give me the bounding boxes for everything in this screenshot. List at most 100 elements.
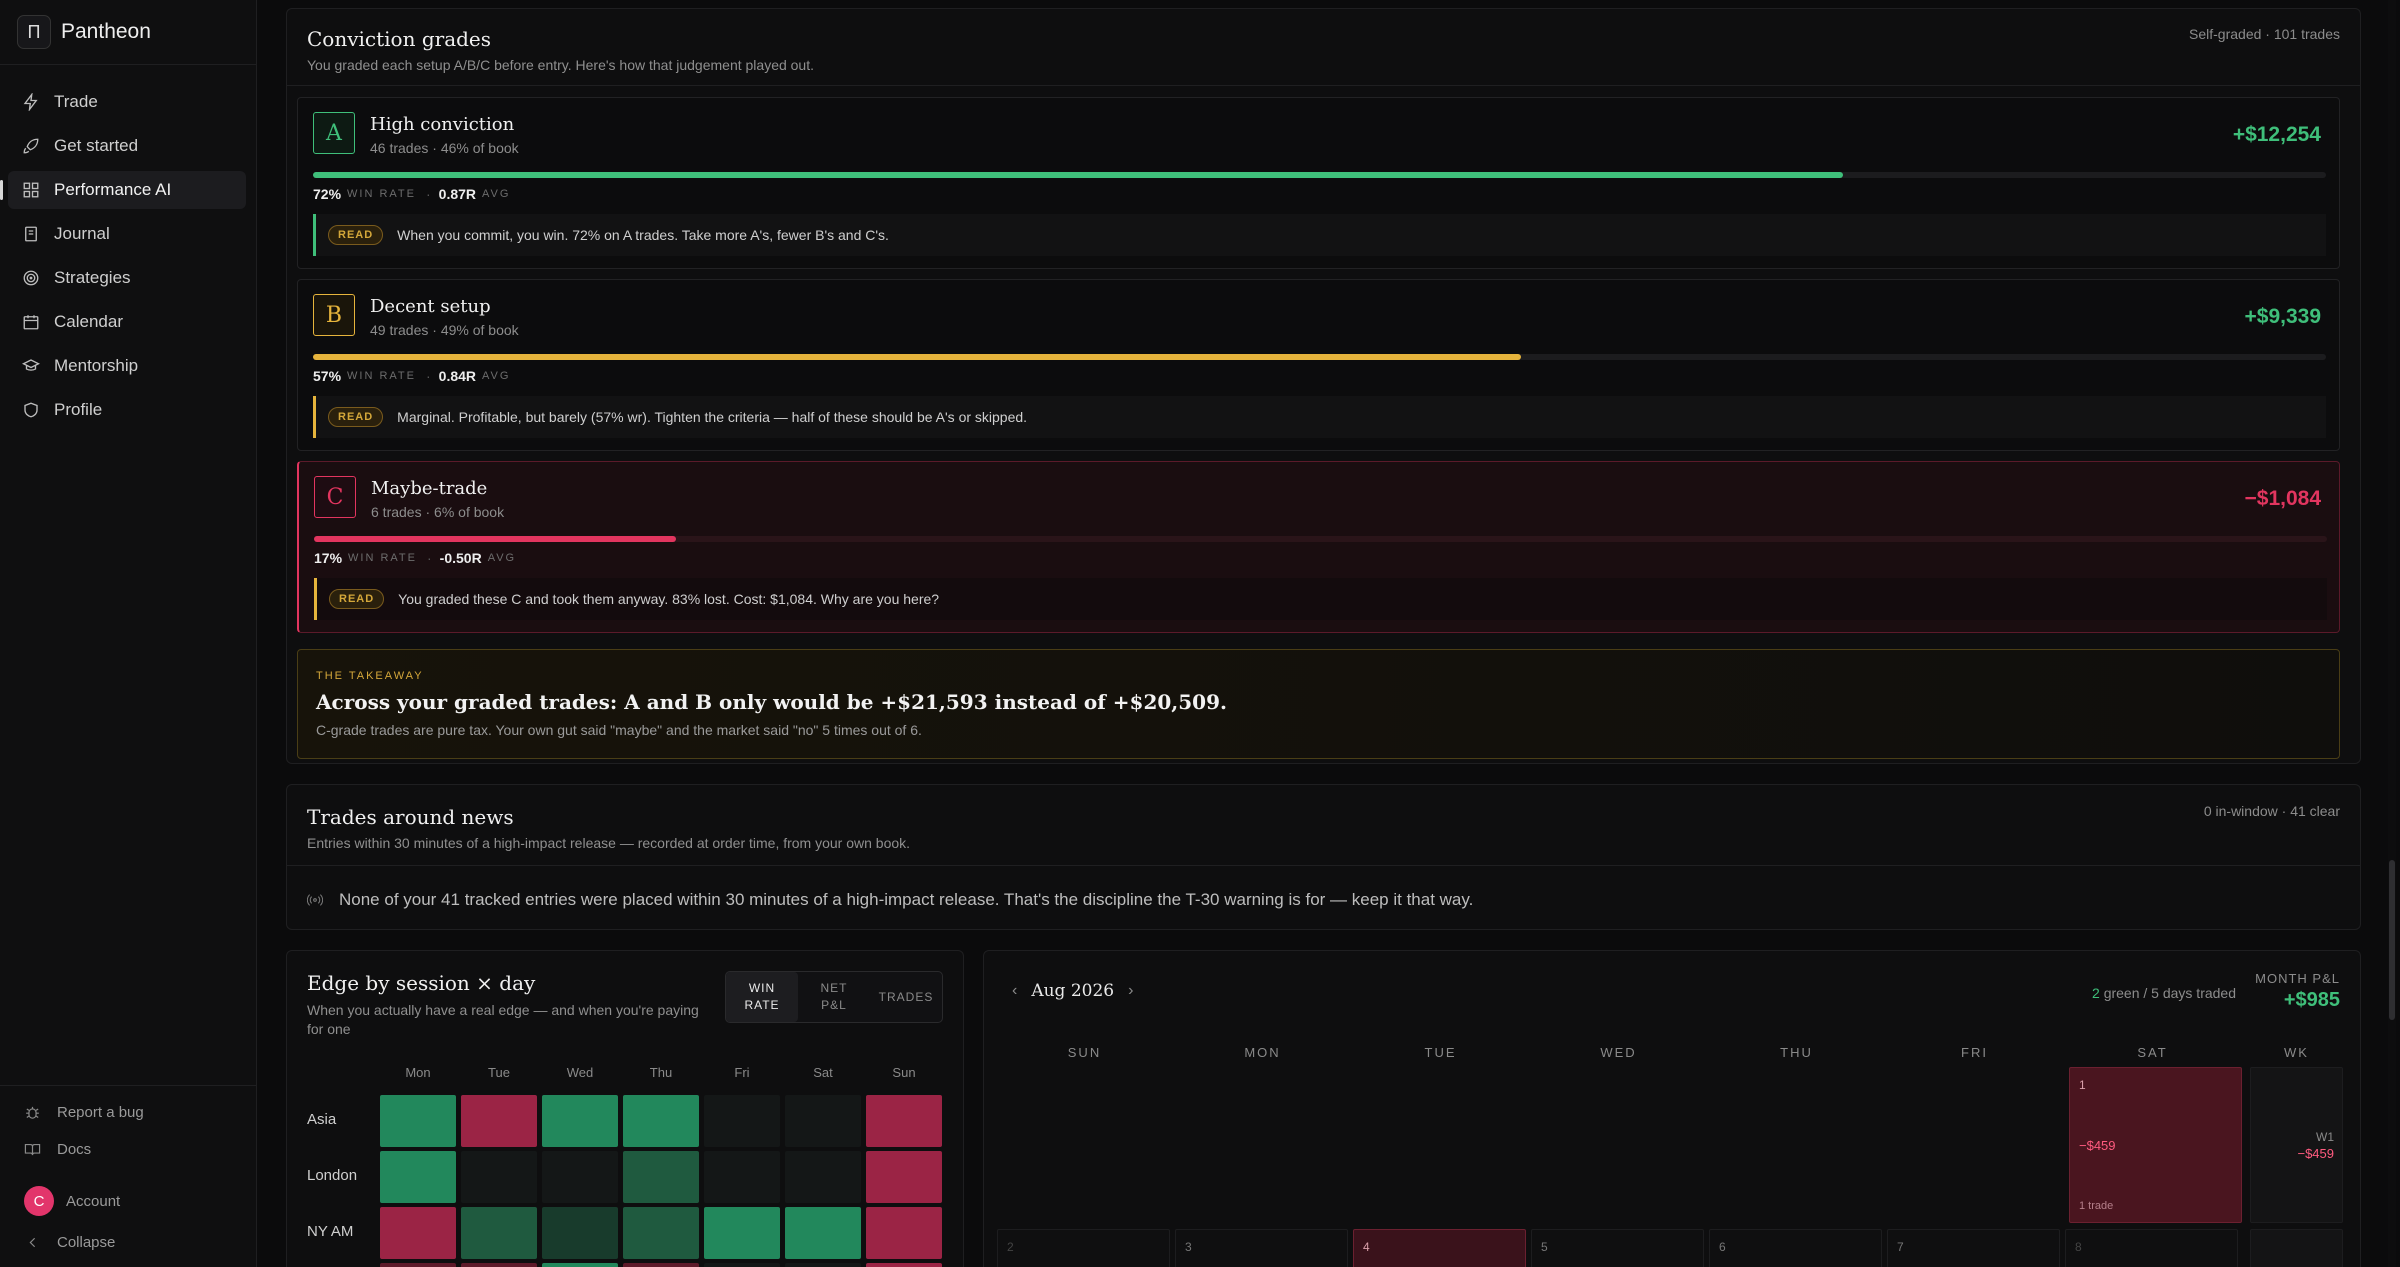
- read-text: Marginal. Profitable, but barely (57% wr…: [397, 409, 1028, 425]
- nav-item-strategies[interactable]: Strategies: [8, 259, 246, 297]
- weekday-label: MON: [1244, 1045, 1281, 1060]
- grade-name: Decent setup: [370, 296, 491, 317]
- report-bug-label: Report a bug: [57, 1104, 144, 1121]
- grade-pnl: −$1,084: [2244, 487, 2322, 510]
- heatmap-cell[interactable]: [866, 1207, 942, 1259]
- calendar-day-cell[interactable]: 1 −$459 1 trade: [2069, 1067, 2242, 1223]
- calendar-day-cell[interactable]: 3: [1175, 1229, 1348, 1267]
- day-number: 8: [2075, 1240, 2082, 1254]
- nav-item-label: Trade: [54, 92, 98, 111]
- prev-month-button[interactable]: ‹: [1012, 982, 1018, 999]
- win-rate-label: WIN RATE: [347, 370, 416, 382]
- grade-bar: [314, 536, 2327, 542]
- report-bug-link[interactable]: Report a bug: [0, 1094, 257, 1131]
- calendar-day-cell[interactable]: 7: [1887, 1229, 2060, 1267]
- scrollbar-thumb[interactable]: [2389, 860, 2395, 1020]
- heatmap-cell[interactable]: [623, 1207, 699, 1259]
- heatmap-cell[interactable]: [623, 1095, 699, 1147]
- avatar: C: [24, 1186, 54, 1216]
- heatmap-cell[interactable]: [380, 1151, 456, 1203]
- panel-subtitle: You graded each setup A/B/C before entry…: [307, 57, 815, 73]
- broadcast-icon: [307, 893, 323, 906]
- heatmap-cell[interactable]: [461, 1095, 537, 1147]
- toggle-net-pnl[interactable]: NET P&L: [820, 981, 848, 1012]
- nav-item-performance-ai[interactable]: Performance AI: [0, 171, 246, 209]
- toggle-trades[interactable]: TRADES: [878, 989, 934, 1004]
- nav-item-get-started[interactable]: Get started: [8, 127, 246, 165]
- account-menu[interactable]: C Account: [0, 1178, 257, 1224]
- nav-item-profile[interactable]: Profile: [8, 391, 246, 429]
- heatmap-cell[interactable]: [704, 1151, 780, 1203]
- docs-link[interactable]: Docs: [0, 1131, 257, 1168]
- heatmap-cell[interactable]: [866, 1095, 942, 1147]
- heatmap-cell[interactable]: [380, 1263, 456, 1267]
- heatmap-cell[interactable]: [461, 1151, 537, 1203]
- heatmap-cell[interactable]: [380, 1207, 456, 1259]
- heatmap-cell[interactable]: [542, 1095, 618, 1147]
- calendar-day-cell[interactable]: 8: [2065, 1229, 2238, 1267]
- heatmap-cell[interactable]: [542, 1207, 618, 1259]
- heatmap-day-label: Sat: [813, 1065, 833, 1080]
- brand[interactable]: Π Pantheon: [0, 0, 256, 65]
- heatmap-cell[interactable]: [785, 1263, 861, 1267]
- heatmap-cell[interactable]: [866, 1263, 942, 1267]
- nav-item-label: Journal: [54, 224, 110, 243]
- calendar-day-cell[interactable]: 6: [1709, 1229, 1882, 1267]
- grade-name: Maybe-trade: [371, 478, 488, 499]
- calendar-day-cell[interactable]: 4: [1353, 1229, 1526, 1267]
- read-text: When you commit, you win. 72% on A trade…: [397, 227, 889, 243]
- pantheon-logo: Π: [17, 15, 51, 49]
- heatmap-cell[interactable]: [785, 1207, 861, 1259]
- heatmap-cell[interactable]: [785, 1151, 861, 1203]
- heatmap-cell[interactable]: [461, 1207, 537, 1259]
- avg-r-value: 0.87R: [438, 186, 477, 202]
- nav-item-calendar[interactable]: Calendar: [8, 303, 246, 341]
- grade-card-b[interactable]: B Decent setup 49 trades · 49% of book +…: [297, 279, 2340, 451]
- grade-card-c[interactable]: C Maybe-trade 6 trades · 6% of book −$1,…: [297, 461, 2340, 633]
- heatmap-cell[interactable]: [785, 1095, 861, 1147]
- day-number: 4: [1363, 1240, 1370, 1254]
- grade-card-a[interactable]: A High conviction 46 trades · 46% of boo…: [297, 97, 2340, 269]
- heatmap-cell[interactable]: [461, 1263, 537, 1267]
- grade-pnl: +$9,339: [2244, 305, 2322, 328]
- heatmap-cell[interactable]: [380, 1095, 456, 1147]
- day-number: 3: [1185, 1240, 1192, 1254]
- session-day-heatmap-panel: Edge by session × day When you actually …: [286, 950, 964, 1267]
- win-rate-value: 72%: [313, 186, 342, 202]
- grade-bar-fill: [313, 172, 1843, 178]
- nav-item-mentorship[interactable]: Mentorship: [8, 347, 246, 385]
- scrollbar[interactable]: [2388, 0, 2396, 1267]
- month-pnl-value: +$985: [2283, 989, 2340, 1011]
- heatmap-cell[interactable]: [704, 1207, 780, 1259]
- nav-item-label: Performance AI: [54, 180, 172, 199]
- nav-item-label: Calendar: [54, 312, 123, 331]
- grade-pnl: +$12,254: [2232, 123, 2321, 146]
- metric-toggle[interactable]: WIN RATE NET P&L TRADES: [725, 971, 943, 1023]
- heatmap-cell[interactable]: [623, 1151, 699, 1203]
- avg-r-value: 0.84R: [438, 368, 477, 384]
- toggle-win-rate[interactable]: WIN RATE: [726, 972, 798, 1022]
- nav-item-trade[interactable]: Trade: [8, 83, 246, 121]
- panel-subtitle: Entries within 30 minutes of a high-impa…: [307, 835, 911, 851]
- calendar-panel: ‹ Aug 2026 › 2 green / 5 days traded MON…: [983, 950, 2361, 1267]
- takeaway-callout: THE TAKEAWAY Across your graded trades: …: [297, 649, 2340, 759]
- day-number: 5: [1541, 1240, 1548, 1254]
- heatmap-cell[interactable]: [704, 1095, 780, 1147]
- heatmap-cell[interactable]: [866, 1151, 942, 1203]
- calendar-day-cell[interactable]: 2: [997, 1229, 1170, 1267]
- main-nav: Trade Get started Performance AI Journal…: [0, 65, 256, 429]
- grid-icon: [23, 182, 39, 198]
- next-month-button[interactable]: ›: [1128, 982, 1134, 999]
- heatmap-day-label: Sun: [892, 1065, 916, 1080]
- heatmap-cell[interactable]: [704, 1263, 780, 1267]
- collapse-button[interactable]: Collapse: [0, 1224, 257, 1261]
- collapse-label: Collapse: [57, 1234, 116, 1251]
- avg-r-label: AVG: [487, 552, 517, 564]
- heatmap-cell[interactable]: [542, 1151, 618, 1203]
- read-tag: READ: [328, 225, 384, 245]
- heatmap-cell[interactable]: [623, 1263, 699, 1267]
- calendar-day-cell[interactable]: 5: [1531, 1229, 1704, 1267]
- nav-item-journal[interactable]: Journal: [8, 215, 246, 253]
- weekday-label: SAT: [2137, 1045, 2168, 1060]
- heatmap-cell[interactable]: [542, 1263, 618, 1267]
